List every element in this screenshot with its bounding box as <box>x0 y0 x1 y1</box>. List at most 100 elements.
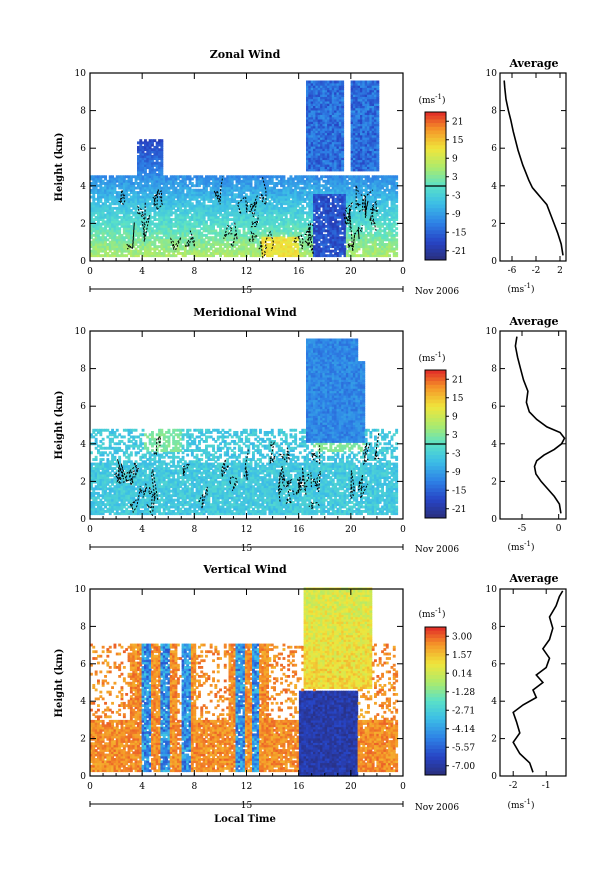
heatmap-cell <box>282 175 286 179</box>
heatmap-cell <box>256 238 260 242</box>
heatmap-cell <box>343 218 347 221</box>
heatmap-cell <box>230 245 234 249</box>
heatmap-cell <box>242 213 246 217</box>
heatmap-cell <box>284 238 288 242</box>
heatmap-cell <box>329 240 333 244</box>
heatmap-cell <box>198 231 201 235</box>
heatmap-cell <box>360 94 363 97</box>
heatmap-cell <box>315 105 319 109</box>
heatmap-cell <box>350 80 354 84</box>
heatmap-cell <box>298 243 302 246</box>
heatmap-cell <box>221 179 225 183</box>
heatmap-cell <box>139 231 143 235</box>
heatmap-cell <box>310 157 314 161</box>
heatmap-cell <box>193 193 197 197</box>
heatmap-cell <box>101 240 105 244</box>
heatmap-cell <box>310 200 314 203</box>
heatmap-cell <box>350 179 354 183</box>
heatmap-cell <box>179 238 183 242</box>
heatmap-cell <box>308 112 312 115</box>
heatmap-cell <box>322 105 326 109</box>
heatmap-cell <box>200 247 204 251</box>
heatmap-cell <box>273 231 276 235</box>
heatmap-cell <box>336 136 340 140</box>
heatmap-cell <box>230 218 234 221</box>
heatmap-cell <box>360 125 363 129</box>
heatmap-cell <box>144 148 147 152</box>
heatmap-cell <box>310 134 314 138</box>
heatmap-cell <box>94 179 98 183</box>
heatmap-cell <box>193 197 197 201</box>
heatmap-cell <box>327 148 330 152</box>
heatmap-cell <box>193 184 197 188</box>
heatmap-cell <box>343 200 347 203</box>
heatmap-cell <box>338 245 342 249</box>
heatmap-cell <box>158 229 161 233</box>
heatmap-cell <box>113 227 117 231</box>
heatmap-cell <box>308 193 312 197</box>
heatmap-cell <box>141 152 145 156</box>
heatmap-cell <box>348 186 352 190</box>
heatmap-cell <box>205 227 208 231</box>
heatmap-cell <box>362 155 366 158</box>
heatmap-cell <box>94 245 98 249</box>
heatmap-cell <box>360 166 363 170</box>
heatmap-cell <box>320 252 323 255</box>
heatmap-cell <box>212 245 215 249</box>
heatmap-cell <box>324 91 328 95</box>
heatmap-cell <box>294 195 298 199</box>
heatmap-cell <box>242 202 246 206</box>
heatmap-cell <box>308 159 312 163</box>
heatmap-cell <box>101 188 105 192</box>
heatmap-cell <box>113 252 117 255</box>
heatmap-cell <box>322 148 326 152</box>
heatmap-cell <box>151 227 154 231</box>
heatmap-cell <box>132 245 136 249</box>
heatmap-cell <box>162 175 166 179</box>
heatmap-cell <box>345 184 349 188</box>
heatmap-cell <box>298 218 302 221</box>
heatmap-cell <box>371 247 375 251</box>
heatmap-cell <box>313 215 316 219</box>
heatmap-cell <box>146 245 150 249</box>
heatmap-cell <box>148 191 152 194</box>
heatmap-cell <box>371 240 375 244</box>
heatmap-cell <box>176 215 180 219</box>
heatmap-cell <box>221 243 225 246</box>
heatmap-cell <box>195 231 199 235</box>
heatmap-cell <box>320 220 323 224</box>
heatmap-cell <box>198 220 201 224</box>
heatmap-cell <box>357 109 361 113</box>
heatmap-cell <box>324 141 328 145</box>
heatmap-cell <box>360 202 363 206</box>
heatmap-cell <box>327 229 330 233</box>
heatmap-cell <box>317 243 321 246</box>
heatmap-cell <box>348 175 352 179</box>
heatmap-cell <box>331 87 335 91</box>
heatmap-cell <box>357 125 361 129</box>
heatmap-cell <box>106 206 110 210</box>
heatmap-cell <box>301 218 305 221</box>
heatmap-cell <box>179 247 183 251</box>
heatmap-cell <box>327 186 330 190</box>
heatmap-cell <box>134 254 138 258</box>
heatmap-cell <box>247 231 251 235</box>
heatmap-cell <box>202 193 206 197</box>
heatmap-cell <box>341 141 345 145</box>
heatmap-cell <box>336 182 340 185</box>
heatmap-cell <box>327 200 330 203</box>
heatmap-cell <box>320 134 323 138</box>
heatmap-cell <box>341 109 345 113</box>
heatmap-cell <box>146 227 150 231</box>
heatmap-cell <box>174 177 178 181</box>
heatmap-cell <box>158 240 161 244</box>
heatmap-cell <box>261 188 265 192</box>
heatmap-cell <box>315 191 319 194</box>
heatmap-cell <box>139 249 143 253</box>
heatmap-cell <box>355 238 359 242</box>
heatmap-cell <box>240 249 244 253</box>
heatmap-cell <box>134 224 138 228</box>
heatmap-cell <box>338 186 342 190</box>
heatmap-cell <box>322 125 326 129</box>
heatmap-cell <box>216 202 220 206</box>
